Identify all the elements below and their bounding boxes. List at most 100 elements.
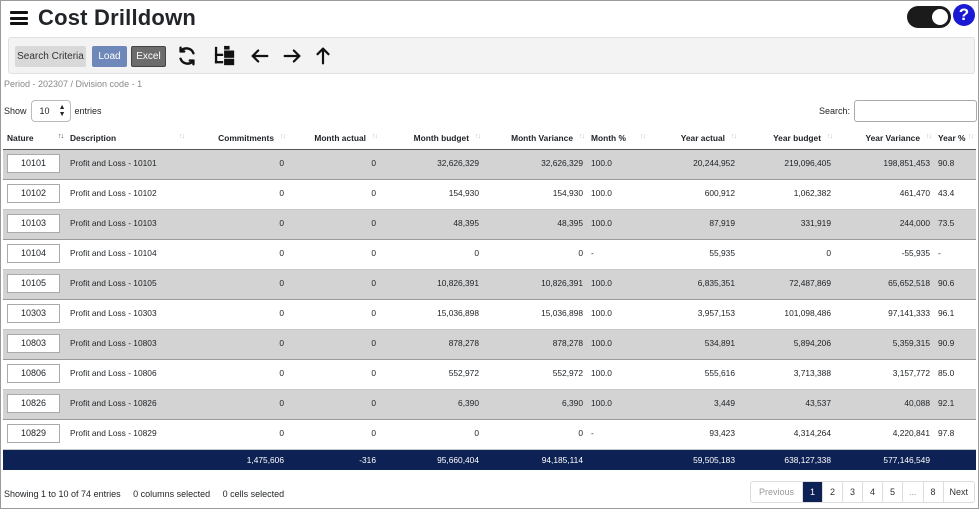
table-row[interactable]: 10102 Profit and Loss - 10102 0 0 154,930 154… [3, 179, 976, 210]
table-cell: 0 [187, 299, 288, 330]
table-cell: -55,935 [835, 239, 934, 270]
nature-code-button[interactable]: 10303 [7, 303, 60, 323]
table-row[interactable]: 10829 Profit and Loss - 10829 0 0 0 0-93,423 4… [3, 419, 976, 450]
table-cell: 0 [288, 149, 380, 180]
sort-icon: ↑↓ [280, 133, 286, 140]
page-title: Cost Drilldown [38, 5, 197, 30]
table-cell: 3,957,153 [648, 299, 739, 330]
column-header[interactable]: Year Variance ↑↓ [835, 127, 934, 150]
dark-mode-toggle[interactable] [907, 6, 951, 28]
table-row[interactable]: 10803 Profit and Loss - 10803 0 0 878,278 878… [3, 329, 976, 360]
table-cell: 0 [288, 329, 380, 360]
breadcrumb: Period - 202307 / Division code - 1 [4, 79, 143, 89]
column-header[interactable]: Month actual ↑↓ [288, 127, 380, 150]
table-cell: 87,919 [648, 209, 739, 240]
pagination-page[interactable]: 1 [802, 482, 823, 502]
pagination-page[interactable]: 3 [842, 482, 862, 502]
total-cell: 95,660,404 [380, 449, 483, 470]
excel-button[interactable]: Excel [131, 46, 166, 67]
pagination-next[interactable]: Next [942, 482, 975, 502]
table-cell: 552,972 [380, 359, 483, 390]
nature-code-button[interactable]: 10826 [7, 393, 60, 413]
column-header[interactable]: Year % ↑↓ [934, 127, 976, 150]
nature-code-button[interactable]: 10803 [7, 333, 60, 353]
table-header-row: Nature ↑↓ Description ↑↓ Commitments ↑↓ Month … [3, 127, 976, 150]
help-icon[interactable]: ? [953, 4, 975, 26]
table-cell: 43,537 [739, 389, 835, 420]
sort-icon: ↑↓ [179, 133, 185, 140]
arrow-up-icon[interactable] [312, 45, 334, 67]
table-cell: 100.0 [587, 269, 648, 300]
pagination-page[interactable]: 8 [922, 482, 943, 502]
nature-code-button[interactable]: 10102 [7, 183, 60, 203]
search-input[interactable] [854, 100, 978, 122]
table-cell: 878,278 [483, 329, 587, 360]
table-row[interactable]: 10806 Profit and Loss - 10806 0 0 552,972 552… [3, 359, 976, 390]
table-cell: 244,000 [835, 209, 934, 240]
arrow-left-icon[interactable] [249, 45, 271, 67]
tree-view-icon[interactable] [214, 45, 236, 67]
column-header[interactable]: Year budget ↑↓ [739, 127, 835, 150]
nature-code-button[interactable]: 10101 [7, 153, 60, 173]
table-row[interactable]: 10105 Profit and Loss - 10105 0 0 10,826,391… [3, 269, 976, 300]
nature-code-button[interactable]: 10104 [7, 243, 60, 263]
pagination-page[interactable]: 4 [862, 482, 882, 502]
table-cell: Profit and Loss - 10803 [66, 329, 187, 360]
table-cell: Profit and Loss - 10103 [66, 209, 187, 240]
table-cell: 90.9 [934, 329, 976, 360]
column-header[interactable]: Month Variance ↑↓ [483, 127, 587, 150]
table-cell: 15,036,898 [380, 299, 483, 330]
column-header[interactable]: Year actual ↑↓ [648, 127, 739, 150]
total-cell: 94,185,114 [483, 449, 587, 470]
table-cell: 10,826,391 [483, 269, 587, 300]
pagination-previous[interactable]: Previous [759, 487, 795, 497]
column-header[interactable]: Commitments ↑↓ [187, 127, 288, 150]
nature-code-button[interactable]: 10829 [7, 423, 60, 443]
table-cell: 0 [288, 389, 380, 420]
table-cell: 461,470 [835, 179, 934, 210]
arrow-right-icon[interactable] [281, 45, 303, 67]
table-row[interactable]: 10303 Profit and Loss - 10303 0 0 15,036,898… [3, 299, 976, 330]
column-header[interactable]: Nature ↑↓ [3, 127, 66, 150]
table-cell: Profit and Loss - 10105 [66, 269, 187, 300]
table-cell: 97.8 [934, 419, 976, 450]
table-cell: 4,220,841 [835, 419, 934, 450]
menu-icon[interactable] [10, 11, 28, 25]
table-cell: 100.0 [587, 389, 648, 420]
nature-cell: 10102 [3, 179, 66, 210]
column-header-label: Month % [591, 132, 626, 143]
showing-entries-text: Showing 1 to 10 of 74 entries [4, 489, 121, 499]
refresh-icon[interactable] [176, 45, 198, 67]
sort-icon: ↑↓ [579, 133, 585, 140]
pagination-page[interactable]: 2 [822, 482, 842, 502]
toolbar: Search Criteria Load Excel [8, 37, 975, 74]
table-row[interactable]: 10101 Profit and Loss - 10101 0 0 32,626,329… [3, 149, 976, 180]
table-cell: 92.1 [934, 389, 976, 420]
table-cell: 96.1 [934, 299, 976, 330]
table-cell: 0 [187, 329, 288, 360]
table-row[interactable]: 10826 Profit and Loss - 10826 0 0 6,390 6,390… [3, 389, 976, 420]
sort-icon: ↑↓ [58, 133, 64, 140]
nature-cell: 10103 [3, 209, 66, 240]
table-cell: 0 [187, 389, 288, 420]
load-button[interactable]: Load [92, 46, 127, 67]
search-criteria-button[interactable]: Search Criteria [15, 46, 86, 67]
entries-label: entries [74, 106, 102, 116]
table-cell: Profit and Loss - 10104 [66, 239, 187, 270]
page-size-control: Show 10 ▲ ▼ entries [4, 100, 102, 122]
table-row[interactable]: 10104 Profit and Loss - 10104 0 0 0 0-55,935 0… [3, 239, 976, 270]
page-size-value: 10 [39, 106, 50, 116]
column-header[interactable]: Description ↑↓ [66, 127, 187, 150]
nature-code-button[interactable]: 10103 [7, 213, 60, 233]
nature-code-button[interactable]: 10806 [7, 363, 60, 383]
column-header-label: Nature [7, 132, 34, 143]
column-header[interactable]: Month budget ↑↓ [380, 127, 483, 150]
table-cell: 85.0 [934, 359, 976, 390]
table-row[interactable]: 10103 Profit and Loss - 10103 0 0 48,395 48,3… [3, 209, 976, 240]
total-cell: 577,146,549 [835, 449, 934, 470]
pagination-page[interactable]: 5 [882, 482, 902, 502]
nature-code-button[interactable]: 10105 [7, 273, 60, 293]
table-cell: 100.0 [587, 299, 648, 330]
page-size-select[interactable]: 10 ▲ ▼ [30, 100, 71, 122]
column-header[interactable]: Month % ↑↓ [587, 127, 648, 150]
